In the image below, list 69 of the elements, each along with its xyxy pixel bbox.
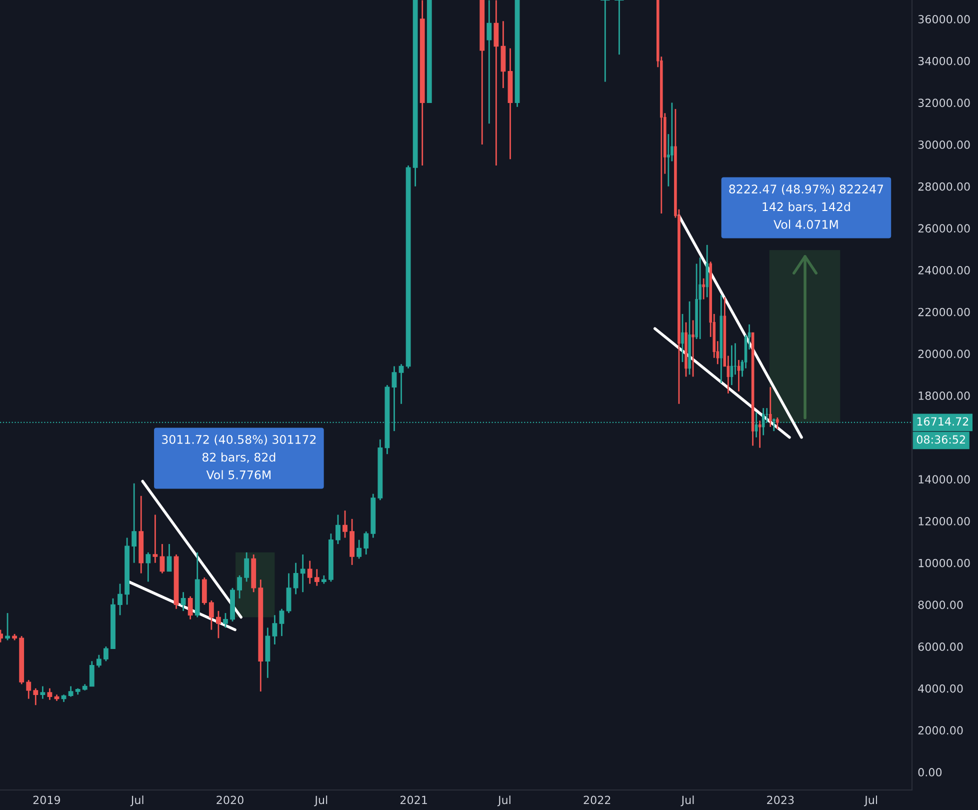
candlestick [89,660,94,687]
y-tick-label: 32000.00 [918,98,970,108]
candlestick [223,612,228,628]
candlestick [152,514,158,564]
candlestick [118,583,122,616]
candlestick [40,686,46,700]
y-tick-label: 2000.00 [918,726,963,735]
x-tick-label: Jul [314,796,328,806]
ref-line-label: 16714.72 [917,417,968,426]
y-tick-label: 24000.00 [918,266,970,274]
y-tick-label: 6000.00 [918,642,963,651]
candlestick [494,0,499,166]
candlestick [300,554,306,593]
y-tick-label: 18000.00 [918,392,970,400]
annotation: 8222.47 (48.97%) 822247 142 bars, 142d Vol 4.071M [729,184,884,229]
candlestick [307,560,312,584]
y-tick-label: 8000.00 [918,600,963,610]
candlestick [166,543,172,572]
y-tick-label: 12000.00 [918,516,970,526]
x-tick-label: Jul [130,796,144,806]
y-tick-label: 30000.00 [918,140,970,149]
candlestick [104,646,108,662]
y-tick-label: 34000.00 [918,56,970,66]
y-tick-label: 28000.00 [918,182,970,191]
y-tick-label: 4000.00 [918,684,963,693]
x-tick-label: 2021 [400,796,427,804]
candlestick [68,686,74,698]
annotation: 3011.72 (40.58%) 301172 82 bars, 82d Vol 5.776M [162,434,316,480]
y-tick-label: 0.00 [918,768,942,776]
candlestick [314,568,320,587]
candlestick [336,514,340,545]
candlestick [208,600,214,630]
x-tick-label: Jul [680,796,694,806]
candlestick [132,482,137,564]
y-tick-label: 26000.00 [918,224,970,233]
candlestick [146,552,151,582]
y-tick-label: 20000.00 [918,350,970,358]
candlestick [160,543,165,574]
candlestick [5,612,10,641]
y-tick-label: 22000.00 [918,308,970,316]
y-tick-label: 36000.00 [918,15,970,24]
candlestick [286,572,292,614]
candlestick [33,688,38,706]
candlestick [96,654,102,668]
text: 08:36:52 [916,435,965,444]
x-tick-label: 2019 [33,796,60,804]
candlestick [272,614,278,646]
x-tick-label: 2020 [216,796,244,804]
candlestick [188,596,193,620]
candlestick [244,552,250,582]
candlestick [342,510,348,538]
x-tick-label: Jul [864,796,877,806]
y-tick-label: 14000.00 [918,475,970,484]
candlestick [202,576,207,606]
candlestick [356,539,362,560]
candlestick [486,0,492,124]
y-tick-label: 10000.00 [918,558,970,568]
x-tick-label: Jul [497,796,510,806]
candlestick [279,608,284,637]
candlestick [180,591,186,612]
candlestick [26,679,32,700]
candlestick [398,363,404,405]
candlestick [216,610,221,639]
x-tick-label: 2022 [584,796,610,804]
candlestick [364,530,369,556]
candlestick [237,574,242,600]
x-tick-label: 2023 [767,796,794,804]
candlestick [293,562,298,595]
candlestick [47,688,52,701]
